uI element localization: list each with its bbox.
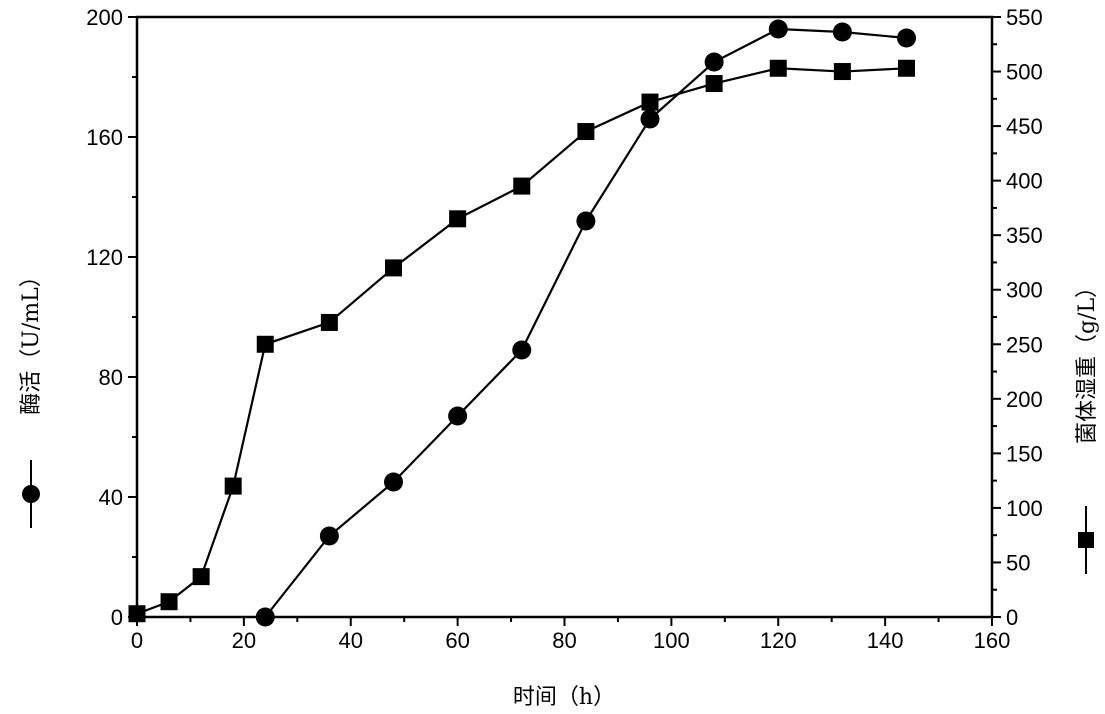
- wet-weight-point: [449, 210, 467, 228]
- wet-weight-point: [385, 259, 402, 277]
- y-left-tick-label: 200: [86, 5, 123, 30]
- wet-weight-point: [192, 568, 210, 586]
- wet-weight-point: [769, 59, 787, 77]
- x-tick-label: 100: [653, 628, 690, 653]
- enzyme-activity-point: [704, 52, 724, 72]
- wet-weight-point: [256, 335, 274, 353]
- x-axis-title: 时间（h）: [513, 685, 615, 710]
- enzyme-activity-series-line: [264, 27, 907, 618]
- y-right-tick-label: 250: [1006, 332, 1043, 357]
- y-right-tick-label: 300: [1006, 278, 1043, 303]
- y-right-tick-label: 450: [1006, 114, 1043, 139]
- left-axis-title: 酶活（U/mL）: [19, 265, 44, 414]
- wet-weight-point: [833, 63, 851, 81]
- right-axis-legend: [1078, 506, 1094, 574]
- x-tick-label: 80: [552, 628, 576, 653]
- enzyme-activity-point: [640, 109, 660, 129]
- x-tick-label: 40: [339, 628, 363, 653]
- right-axis-title: 菌体湿重（g/L）: [1075, 276, 1100, 444]
- wet-weight-point: [160, 593, 178, 611]
- enzyme-activity-point: [768, 19, 788, 39]
- y-right-tick-label: 200: [1006, 387, 1043, 412]
- x-tick-label: 160: [974, 628, 1011, 653]
- wet-weight-point: [641, 93, 659, 111]
- left-axis-legend: [22, 460, 40, 528]
- wet-weight-point: [224, 477, 242, 495]
- x-tick-label: 60: [445, 628, 469, 653]
- y-left-tick-label: 0: [111, 605, 123, 630]
- y-right-tick-label: 150: [1006, 441, 1043, 466]
- wet-weight-point: [513, 177, 531, 195]
- wet-weight-point: [320, 313, 338, 331]
- y-left-tick-label: 160: [86, 125, 123, 150]
- y-left-tick-label: 80: [99, 365, 123, 390]
- wet-weight-point: [128, 605, 146, 623]
- y-left-tick-label: 120: [86, 245, 123, 270]
- plot-frame: [135, 15, 994, 619]
- left-legend-circle-marker: [22, 485, 40, 503]
- enzyme-activity-point: [897, 28, 916, 48]
- y-right-tick-label: 400: [1006, 169, 1043, 194]
- wet-weight-point: [898, 59, 915, 77]
- wet-weight-point: [705, 75, 723, 93]
- y-left-tick-label: 40: [99, 485, 123, 510]
- y-right-tick-label: 0: [1006, 605, 1018, 630]
- y-right-tick-label: 50: [1006, 550, 1030, 575]
- enzyme-activity-point: [255, 607, 275, 627]
- enzyme-activity-point: [319, 526, 339, 546]
- x-tick-label: 0: [131, 628, 143, 653]
- x-tick-label: 140: [867, 628, 904, 653]
- y-right-tick-label: 550: [1006, 5, 1043, 30]
- x-tick-label: 120: [760, 628, 797, 653]
- wet-weight-point: [577, 123, 595, 141]
- right-legend-square-marker: [1078, 532, 1094, 548]
- y-right-tick-label: 500: [1006, 60, 1043, 85]
- enzyme-activity-point: [832, 22, 852, 42]
- y-right-tick-label: 100: [1006, 496, 1043, 521]
- enzyme-activity-point: [576, 211, 596, 231]
- enzyme-activity-point: [512, 340, 532, 360]
- y-right-tick-label: 350: [1006, 223, 1043, 248]
- enzyme-activity-point: [384, 472, 403, 492]
- x-tick-label: 20: [232, 628, 256, 653]
- enzyme-activity-point: [448, 406, 468, 426]
